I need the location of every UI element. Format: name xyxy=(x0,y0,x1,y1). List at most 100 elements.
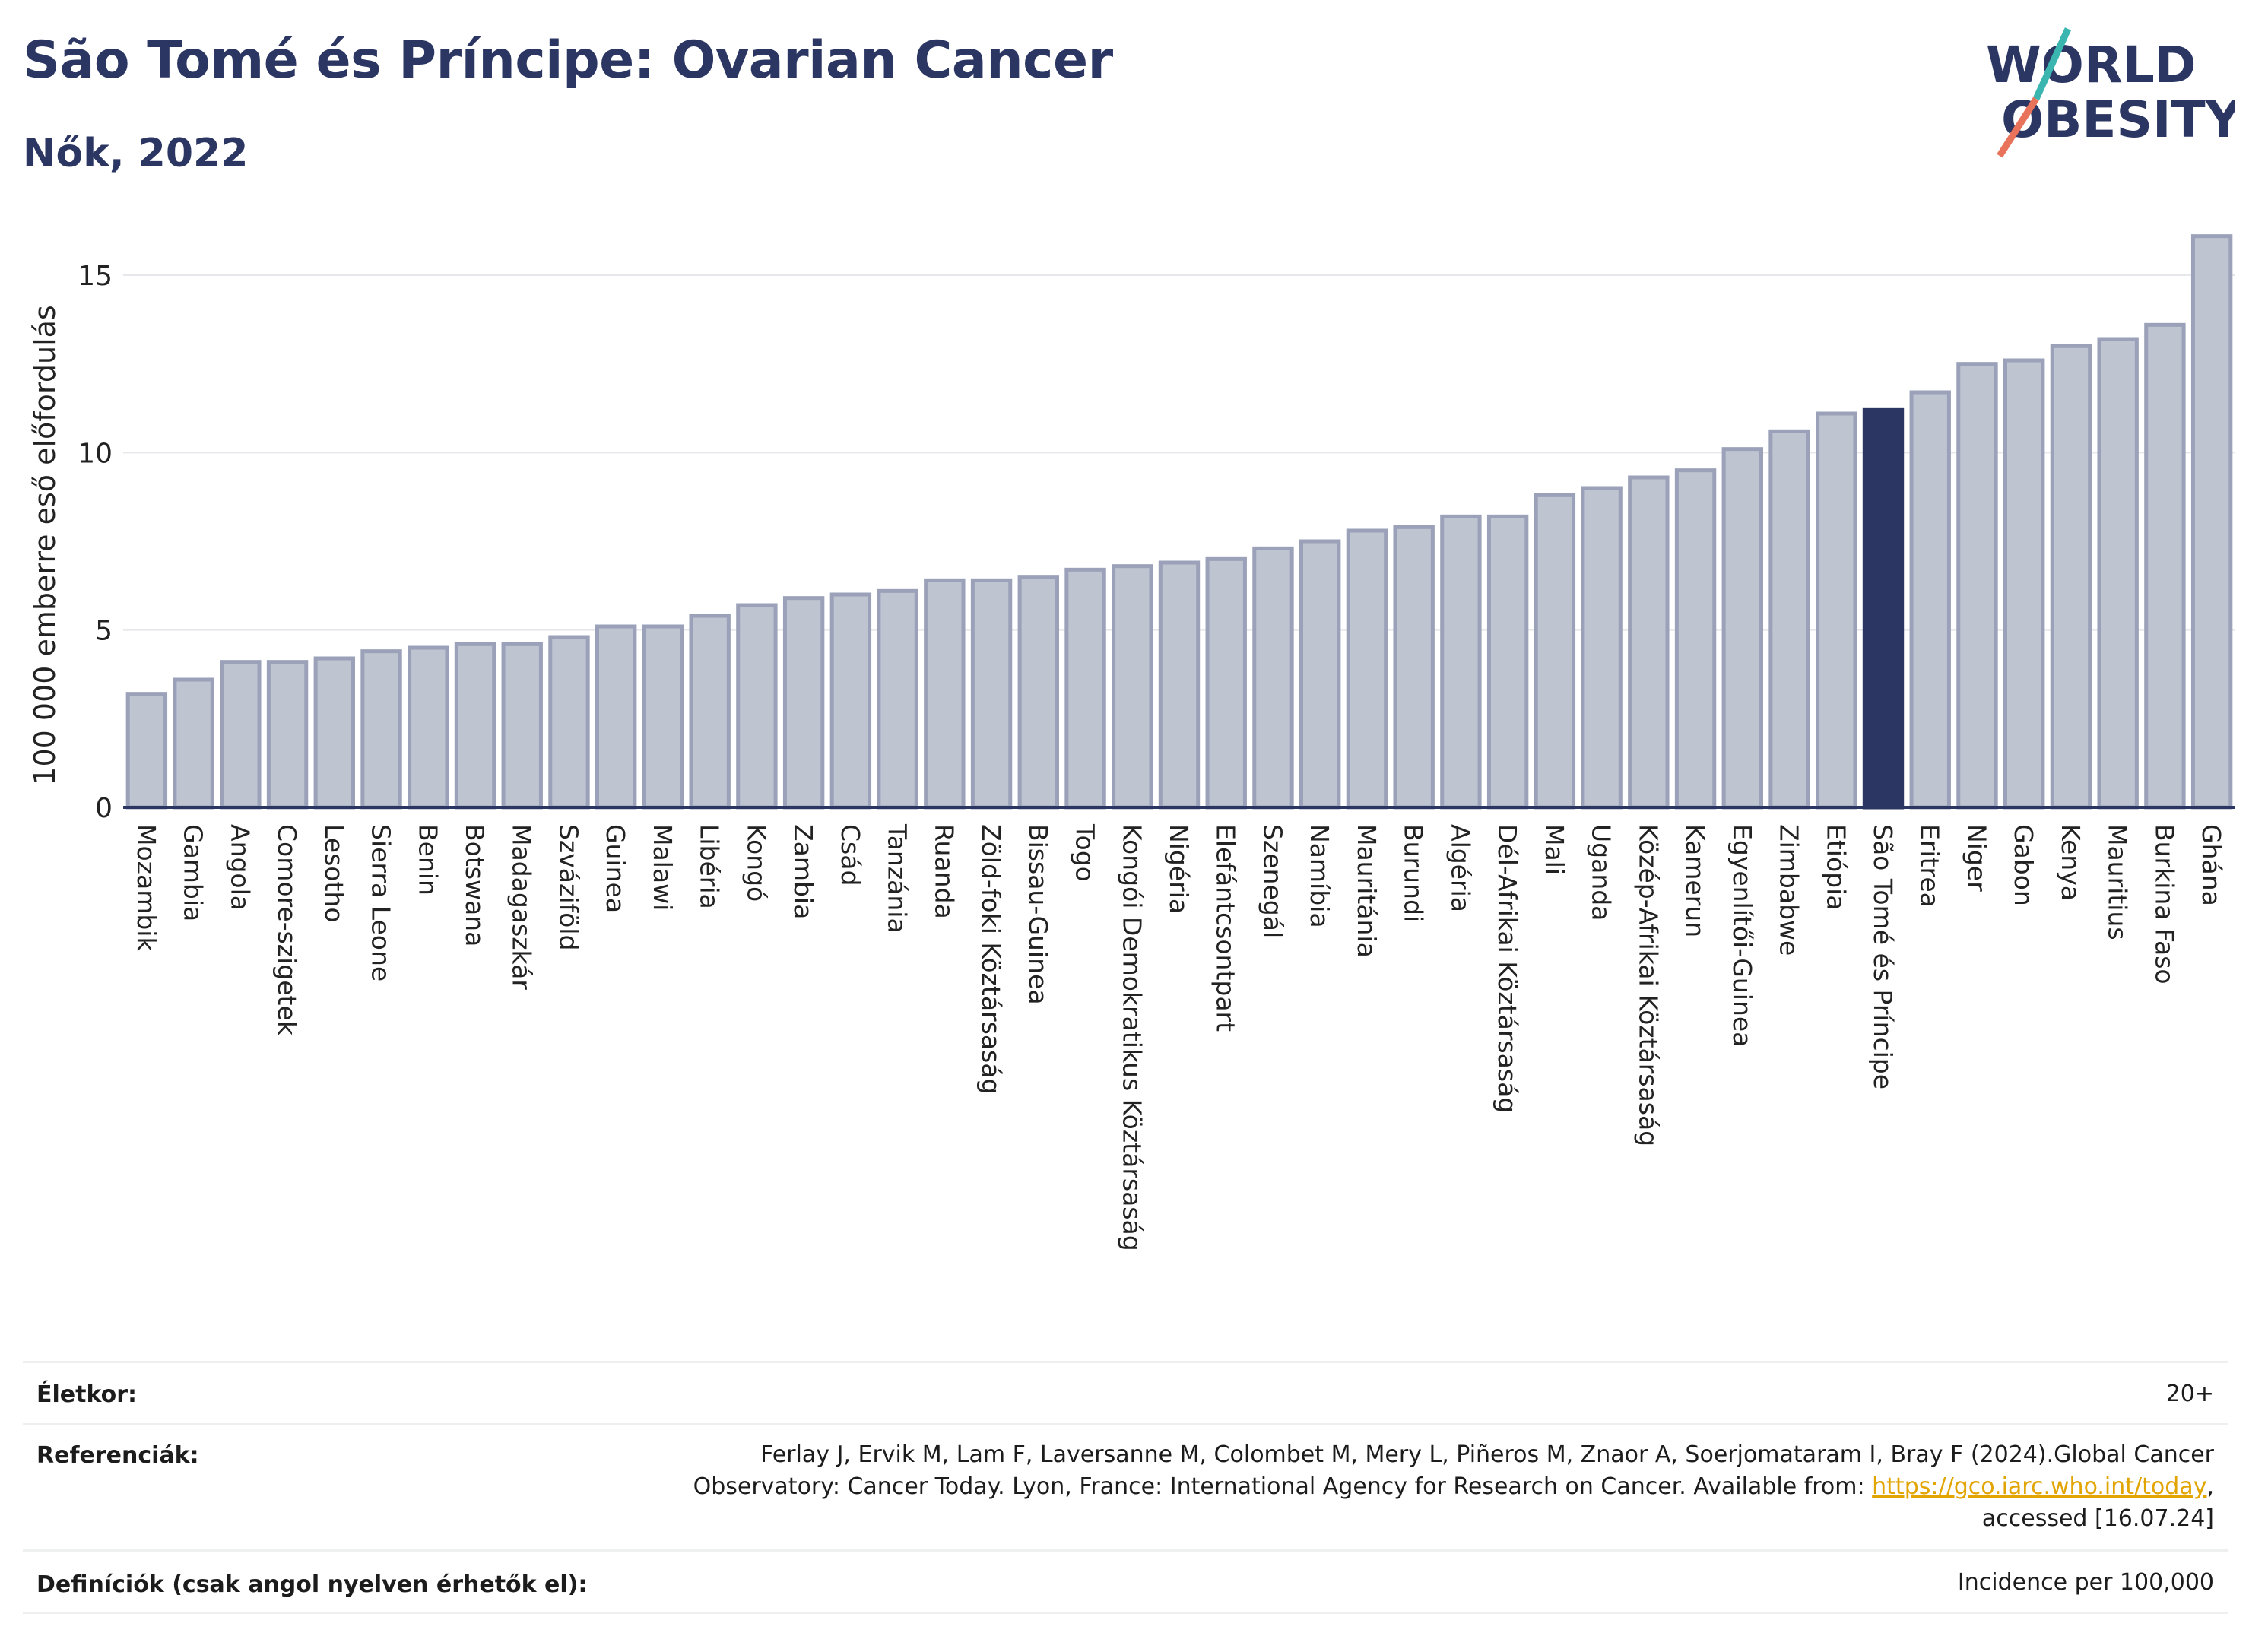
bars xyxy=(125,234,2233,810)
bar xyxy=(313,656,355,810)
x-tick-label: Tanzánia xyxy=(883,823,912,934)
x-tick-label: Zimbabwe xyxy=(1775,824,1804,956)
logo-line1: WORLD xyxy=(1986,36,2197,94)
bar xyxy=(642,624,684,810)
references-row: Referenciák: Ferlay J, Ervik M, Lam F, L… xyxy=(23,1423,2228,1552)
x-tick-label: Ghána xyxy=(2197,824,2226,906)
bar xyxy=(595,624,637,810)
page-subtitle: Nők, 2022 xyxy=(23,131,249,176)
bar xyxy=(782,596,825,810)
bar xyxy=(1909,390,1951,810)
y-tick-label: 10 xyxy=(78,438,113,469)
bar xyxy=(736,603,778,810)
x-tick-label: Szenegál xyxy=(1258,824,1287,938)
age-label: Életkor: xyxy=(36,1381,138,1408)
bar xyxy=(924,578,966,810)
bar xyxy=(1112,564,1153,810)
logo-teal-stroke xyxy=(2032,27,2072,100)
references-link[interactable]: https://gco.iarc.who.int/today xyxy=(1872,1473,2207,1500)
x-tick-label: Botswana xyxy=(460,824,490,946)
x-tick-label: Algéria xyxy=(1445,824,1475,912)
age-value: 20+ xyxy=(2165,1381,2214,1407)
bar xyxy=(1205,556,1247,810)
y-tick-label: 15 xyxy=(78,261,113,292)
bar xyxy=(1299,539,1341,810)
x-tick-label: Egyenlítői-Guinea xyxy=(1727,824,1757,1047)
x-tick-label: Bissau-Guinea xyxy=(1023,824,1053,1005)
x-tick-label: Kenya xyxy=(2056,824,2086,901)
bar xyxy=(360,649,402,810)
x-tick-label: Zambia xyxy=(788,824,818,919)
x-tick-label: Elefántcsontpart xyxy=(1211,824,1241,1032)
x-tick-label: Szváziföld xyxy=(554,824,583,950)
definitions-value: Incidence per 100,000 xyxy=(1957,1569,2214,1596)
info-bottom-border xyxy=(23,1612,2228,1614)
bar xyxy=(1064,567,1106,810)
references-line3: accessed [16.07.24] xyxy=(1981,1505,2214,1532)
bar xyxy=(1440,514,1482,810)
age-row: Életkor: 20+ xyxy=(23,1361,2228,1425)
bar xyxy=(2003,358,2045,810)
x-tick-label: Uganda xyxy=(1587,824,1616,921)
x-tick-label: Eritrea xyxy=(1915,824,1945,908)
bar-chart: 0 5 10 15 Mozambik Gambia Angola Comore-sziget… xyxy=(28,234,2235,1251)
x-tick-label: Guinea xyxy=(601,824,630,913)
bar xyxy=(548,635,590,810)
definitions-label: Definíciók (csak angol nyelven érhetők e… xyxy=(36,1571,588,1598)
x-tick-label: Malawi xyxy=(648,824,677,911)
references-line2-text: Observatory: Cancer Today. Lyon, France:… xyxy=(693,1473,1873,1500)
bar xyxy=(454,642,496,810)
x-tick-label: Lesotho xyxy=(319,824,349,923)
references-line2: Observatory: Cancer Today. Lyon, France:… xyxy=(693,1471,2214,1503)
y-axis-label: 100 000 emberre eső előfordulás xyxy=(28,305,62,785)
x-tick-label: Benin xyxy=(413,824,443,896)
y-tick-label: 5 xyxy=(95,616,113,647)
bar xyxy=(970,578,1013,810)
bar xyxy=(173,677,214,810)
references-line1: Ferlay J, Ervik M, Lam F, Laversanne M, … xyxy=(760,1441,2214,1468)
x-tick-label: Niger xyxy=(1962,824,1991,892)
bar xyxy=(829,592,872,810)
x-tick-label: Mauritánia xyxy=(1352,824,1381,958)
bar xyxy=(1674,468,1717,810)
x-tick-labels: Mozambik Gambia Angola Comore-szigetek Lesot… xyxy=(132,823,2226,1251)
references-value: Ferlay J, Ervik M, Lam F, Laversanne M, … xyxy=(693,1439,2214,1535)
world-obesity-logo: WORLD OBESITY xyxy=(1986,27,2235,158)
x-tick-label: Nigéria xyxy=(1164,824,1194,914)
bar xyxy=(689,614,731,810)
bar xyxy=(1862,407,1905,810)
bar xyxy=(2144,322,2186,810)
bar xyxy=(408,645,449,810)
bar xyxy=(1346,528,1388,810)
x-tick-label: Burundi xyxy=(1399,824,1429,922)
x-tick-label: Kongói Demokratikus Köztársaság xyxy=(1117,824,1147,1251)
bar xyxy=(2050,344,2092,810)
x-tick-label: Angola xyxy=(225,824,255,911)
logo-coral-stroke xyxy=(1997,97,2039,158)
bar xyxy=(266,660,309,810)
bar xyxy=(1628,475,1670,810)
x-tick-label: Mozambik xyxy=(132,824,161,952)
x-tick-label: Gabon xyxy=(2009,824,2038,906)
x-tick-label: Csád xyxy=(836,824,865,886)
x-tick-label: Dél-Afrikai Köztársaság xyxy=(1492,824,1522,1113)
references-label: Referenciák: xyxy=(36,1442,199,1469)
bar xyxy=(1393,525,1435,810)
x-tick-label: Burkina Faso xyxy=(2149,824,2179,985)
x-tick-label: Libéria xyxy=(695,824,725,909)
definitions-row: Definíciók (csak angol nyelven érhetők e… xyxy=(23,1549,2228,1614)
bar xyxy=(1252,546,1294,810)
bar xyxy=(877,588,918,810)
x-tick-label: Ruanda xyxy=(929,824,959,919)
x-tick-label: São Tomé és Príncipe xyxy=(1868,824,1898,1089)
bar xyxy=(1017,575,1059,810)
bar xyxy=(125,692,168,810)
x-tick-label: Közép-Afrikai Köztársaság xyxy=(1633,824,1663,1146)
bar xyxy=(1581,486,1623,810)
y-tick-label: 0 xyxy=(95,793,113,824)
x-tick-label: Madagaszkár xyxy=(507,824,537,990)
x-tick-label: Kamerun xyxy=(1680,824,1710,937)
bar xyxy=(1768,429,1810,810)
x-tick-label: Comore-szigetek xyxy=(272,824,302,1036)
bar xyxy=(1816,411,1857,810)
